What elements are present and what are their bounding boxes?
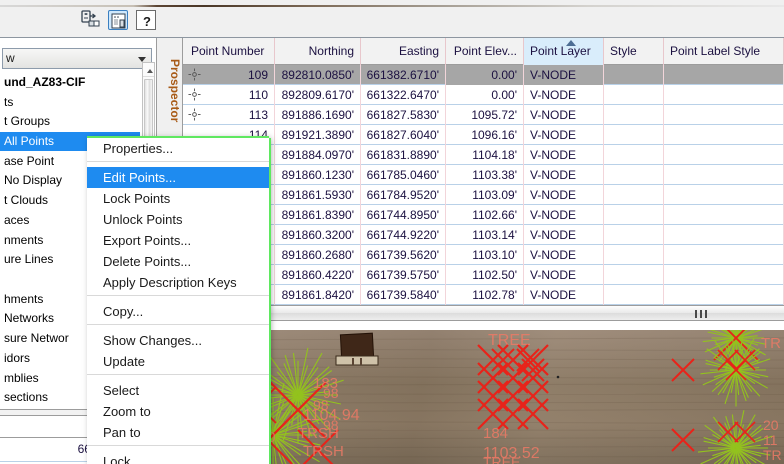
svg-text:184: 184 [483, 425, 508, 442]
svg-text:11: 11 [763, 432, 778, 448]
svg-text:TRSH: TRSH [303, 443, 344, 460]
svg-text:20: 20 [763, 417, 779, 433]
svg-text:?: ? [143, 14, 151, 29]
svg-text:TR: TR [761, 335, 781, 352]
svg-text:TREE: TREE [483, 454, 520, 464]
svg-text:TREE: TREE [488, 332, 531, 349]
svg-text:98: 98 [323, 417, 339, 433]
svg-text:TR: TR [763, 447, 782, 463]
